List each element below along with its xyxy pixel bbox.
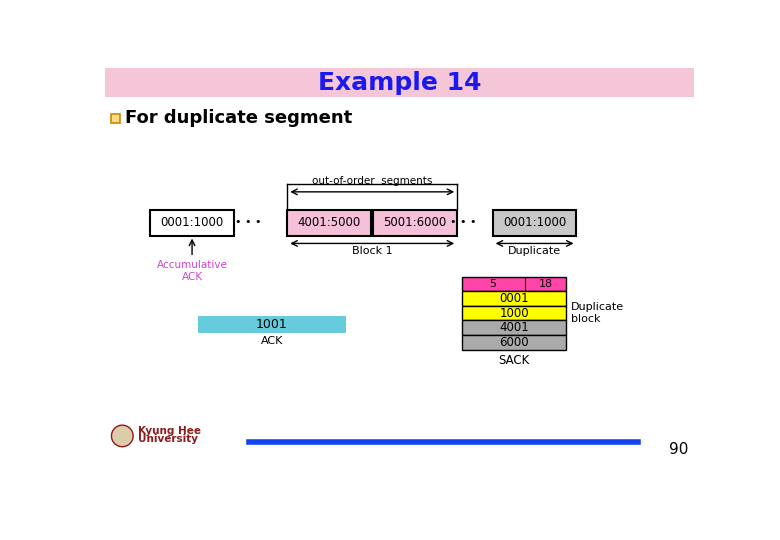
Text: 90: 90 — [668, 442, 688, 457]
Text: 18: 18 — [538, 279, 552, 289]
Text: 4001: 4001 — [499, 321, 529, 334]
Text: out-of-order  segments: out-of-order segments — [312, 176, 432, 186]
Text: SACK: SACK — [498, 354, 530, 367]
Bar — [198, 316, 346, 333]
Bar — [105, 68, 694, 97]
Text: 4001:5000: 4001:5000 — [298, 216, 361, 229]
Text: 1001: 1001 — [256, 318, 288, 331]
Bar — [462, 306, 566, 320]
Text: For duplicate segment: For duplicate segment — [125, 109, 352, 127]
Text: 6000: 6000 — [499, 336, 529, 349]
Circle shape — [112, 425, 133, 447]
Bar — [493, 210, 576, 236]
Text: Duplicate
block: Duplicate block — [571, 302, 624, 324]
Bar — [462, 320, 566, 335]
Text: Accumulative
ACK: Accumulative ACK — [157, 260, 228, 282]
Bar — [112, 114, 120, 123]
Text: University: University — [138, 434, 198, 444]
Text: 0001:1000: 0001:1000 — [161, 216, 224, 229]
Bar — [462, 291, 566, 306]
Text: • • •: • • • — [236, 217, 262, 227]
Text: Example 14: Example 14 — [318, 71, 481, 94]
Bar — [151, 210, 234, 236]
Text: 5001:6000: 5001:6000 — [384, 216, 447, 229]
Text: 1000: 1000 — [499, 307, 529, 320]
Text: 0001:1000: 0001:1000 — [503, 216, 566, 229]
Bar — [462, 335, 566, 350]
Bar — [374, 210, 457, 236]
Text: Duplicate: Duplicate — [508, 246, 561, 256]
Text: ACK: ACK — [261, 336, 283, 346]
Text: 0001: 0001 — [499, 292, 529, 305]
Text: 5: 5 — [490, 279, 497, 289]
Bar — [287, 210, 371, 236]
Text: Kyung Hee: Kyung Hee — [138, 426, 200, 436]
Text: • • •: • • • — [450, 217, 477, 227]
Text: Block 1: Block 1 — [352, 246, 392, 256]
Bar — [462, 276, 566, 291]
